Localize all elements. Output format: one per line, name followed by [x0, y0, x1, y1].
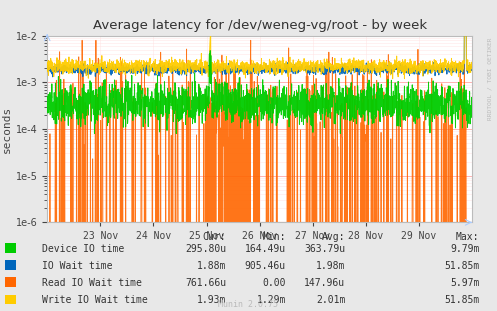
Text: RRDTOOL / TOBI OETIKER: RRDTOOL / TOBI OETIKER [487, 37, 492, 120]
Text: 51.85m: 51.85m [444, 261, 480, 271]
Text: Cur:: Cur: [203, 232, 226, 242]
Text: Device IO time: Device IO time [42, 244, 124, 254]
Text: 0.00: 0.00 [262, 278, 286, 288]
Text: 363.79u: 363.79u [304, 244, 345, 254]
Text: Max:: Max: [456, 232, 480, 242]
Text: 1.93m: 1.93m [197, 295, 226, 305]
Text: 164.49u: 164.49u [245, 244, 286, 254]
Title: Average latency for /dev/weneg-vg/root - by week: Average latency for /dev/weneg-vg/root -… [92, 19, 427, 32]
Text: 905.46u: 905.46u [245, 261, 286, 271]
Text: 1.98m: 1.98m [316, 261, 345, 271]
Text: Write IO Wait time: Write IO Wait time [42, 295, 148, 305]
Text: 9.79m: 9.79m [450, 244, 480, 254]
Text: Avg:: Avg: [322, 232, 345, 242]
Y-axis label: seconds: seconds [1, 105, 11, 153]
Text: IO Wait time: IO Wait time [42, 261, 113, 271]
Text: 295.80u: 295.80u [185, 244, 226, 254]
Text: Read IO Wait time: Read IO Wait time [42, 278, 142, 288]
Text: 1.88m: 1.88m [197, 261, 226, 271]
Text: 51.85m: 51.85m [444, 295, 480, 305]
Text: 1.29m: 1.29m [256, 295, 286, 305]
Text: 147.96u: 147.96u [304, 278, 345, 288]
Text: 5.97m: 5.97m [450, 278, 480, 288]
Text: 2.01m: 2.01m [316, 295, 345, 305]
Text: Min:: Min: [262, 232, 286, 242]
Text: Munin 2.0.75: Munin 2.0.75 [219, 300, 278, 309]
Text: 761.66u: 761.66u [185, 278, 226, 288]
